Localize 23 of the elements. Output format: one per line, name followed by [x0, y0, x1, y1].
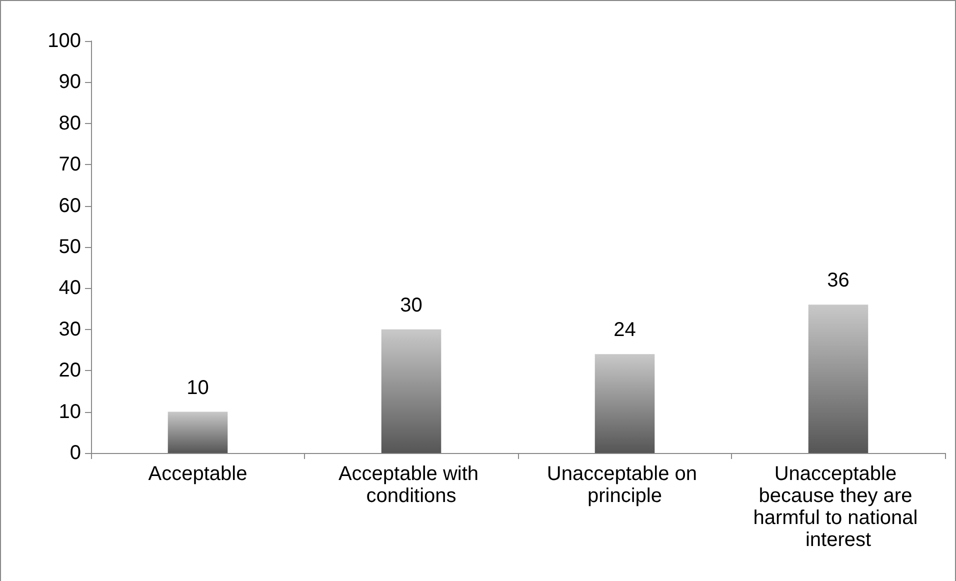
x-tick-label: Unacceptable because they are harmful to national interest: [753, 463, 924, 551]
y-tick-label: 60: [58, 194, 81, 217]
y-tick-label: 30: [58, 318, 81, 340]
x-tick-label: Unacceptable on principle: [546, 463, 703, 507]
bar: [808, 304, 868, 453]
data-label: 24: [614, 319, 636, 342]
data-label: 30: [400, 294, 422, 316]
bar: [381, 329, 442, 453]
bar: [594, 354, 655, 453]
bar: [168, 412, 228, 453]
y-tick-label: 20: [58, 360, 81, 382]
y-tick-label: 90: [58, 71, 81, 94]
x-tick-label: Acceptable with conditions: [338, 463, 484, 507]
y-tick-label: 70: [58, 154, 81, 176]
y-tick-label: 40: [58, 277, 81, 300]
y-tick-label: 100: [48, 30, 81, 52]
x-tick-label: Acceptable: [148, 463, 248, 485]
y-tick-label: 10: [58, 400, 81, 423]
data-label: 10: [186, 376, 209, 399]
y-tick-label: 50: [58, 236, 81, 258]
data-label: 36: [827, 270, 850, 292]
y-tick-label: 80: [58, 112, 81, 134]
y-tick-label: 0: [70, 442, 81, 464]
